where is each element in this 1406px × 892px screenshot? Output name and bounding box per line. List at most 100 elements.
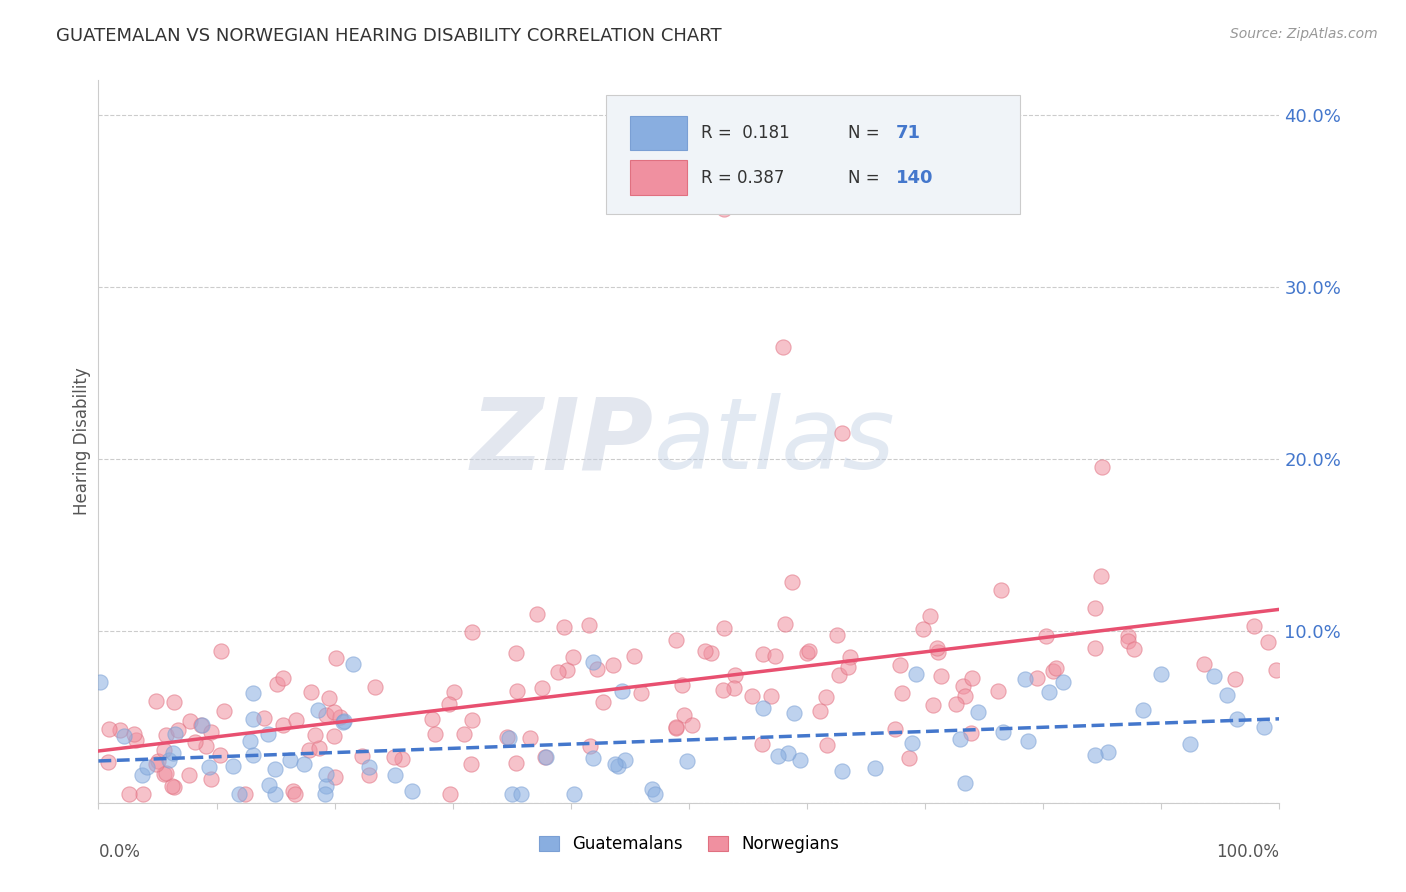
Point bbox=[157, 753, 180, 767]
Point bbox=[242, 686, 264, 700]
Point bbox=[98, 722, 121, 736]
Point bbox=[884, 722, 907, 736]
Point bbox=[283, 783, 305, 797]
Point bbox=[271, 671, 294, 685]
Point bbox=[955, 776, 977, 790]
Point bbox=[1257, 634, 1279, 648]
Text: atlas: atlas bbox=[654, 393, 896, 490]
Point bbox=[357, 760, 380, 774]
Point bbox=[945, 697, 967, 711]
Point bbox=[278, 753, 301, 767]
Point bbox=[160, 779, 183, 793]
Point bbox=[257, 727, 280, 741]
Point bbox=[1150, 666, 1173, 681]
Point bbox=[547, 665, 569, 679]
Text: N =: N = bbox=[848, 169, 880, 186]
Point bbox=[391, 752, 413, 766]
Point bbox=[1038, 685, 1060, 699]
Point bbox=[333, 714, 356, 729]
Point bbox=[1090, 569, 1112, 583]
Point bbox=[783, 706, 806, 720]
Point bbox=[242, 712, 264, 726]
Point bbox=[1025, 671, 1047, 685]
Text: 100.0%: 100.0% bbox=[1216, 843, 1279, 861]
Point bbox=[831, 764, 853, 778]
Point bbox=[155, 728, 177, 742]
Point bbox=[264, 762, 287, 776]
Point bbox=[623, 649, 645, 664]
Point bbox=[929, 668, 952, 682]
Point bbox=[461, 713, 484, 727]
Point bbox=[190, 717, 212, 731]
Point bbox=[453, 727, 475, 741]
Point bbox=[797, 644, 820, 658]
Point bbox=[153, 743, 176, 757]
Point bbox=[773, 617, 796, 632]
Y-axis label: Hearing Disability: Hearing Disability bbox=[73, 368, 91, 516]
Point bbox=[582, 751, 605, 765]
Point bbox=[960, 726, 983, 740]
Point bbox=[582, 655, 605, 669]
Point bbox=[904, 666, 927, 681]
Point bbox=[501, 787, 523, 801]
Point bbox=[307, 703, 329, 717]
Point bbox=[1052, 675, 1074, 690]
Point bbox=[284, 787, 307, 801]
Point bbox=[315, 708, 337, 723]
Point bbox=[827, 628, 849, 642]
FancyBboxPatch shape bbox=[630, 161, 686, 195]
Point bbox=[865, 761, 887, 775]
Point bbox=[553, 620, 575, 634]
Legend: Guatemalans, Norwegians: Guatemalans, Norwegians bbox=[533, 828, 845, 860]
Point bbox=[579, 739, 602, 754]
Point bbox=[506, 683, 529, 698]
Point bbox=[177, 768, 200, 782]
Point bbox=[209, 643, 232, 657]
Point bbox=[741, 689, 763, 703]
Point bbox=[1132, 702, 1154, 716]
Point bbox=[304, 728, 326, 742]
Point bbox=[920, 608, 942, 623]
Point bbox=[1118, 634, 1140, 648]
Point bbox=[118, 787, 141, 801]
Point bbox=[131, 768, 153, 782]
Point bbox=[318, 691, 340, 706]
Point bbox=[562, 650, 585, 665]
Point bbox=[271, 718, 294, 732]
Point bbox=[772, 340, 794, 354]
Point bbox=[1226, 712, 1249, 726]
Point bbox=[163, 780, 186, 794]
Point bbox=[1084, 641, 1107, 656]
Point bbox=[613, 753, 636, 767]
Point bbox=[253, 711, 276, 725]
Point bbox=[401, 783, 423, 797]
Point bbox=[461, 624, 484, 639]
Point bbox=[1097, 745, 1119, 759]
Point bbox=[314, 787, 336, 801]
Point bbox=[665, 721, 688, 735]
Point bbox=[644, 787, 666, 801]
Point bbox=[89, 675, 111, 690]
Point bbox=[200, 772, 222, 786]
Point bbox=[322, 706, 344, 720]
Point bbox=[586, 662, 609, 676]
Point bbox=[952, 679, 974, 693]
Point bbox=[191, 718, 214, 732]
Point bbox=[322, 729, 344, 743]
Text: Source: ZipAtlas.com: Source: ZipAtlas.com bbox=[1230, 27, 1378, 41]
Point bbox=[298, 743, 321, 757]
Point bbox=[564, 787, 586, 801]
Point bbox=[153, 767, 176, 781]
Point bbox=[179, 714, 201, 728]
Point bbox=[498, 731, 520, 745]
Point bbox=[960, 671, 983, 685]
Point bbox=[723, 681, 745, 695]
Point bbox=[329, 710, 352, 724]
Point bbox=[242, 748, 264, 763]
Point bbox=[713, 621, 735, 635]
Point bbox=[510, 787, 533, 801]
Point bbox=[284, 713, 307, 727]
Point bbox=[1014, 672, 1036, 686]
Point bbox=[163, 695, 186, 709]
Text: 140: 140 bbox=[896, 169, 934, 186]
